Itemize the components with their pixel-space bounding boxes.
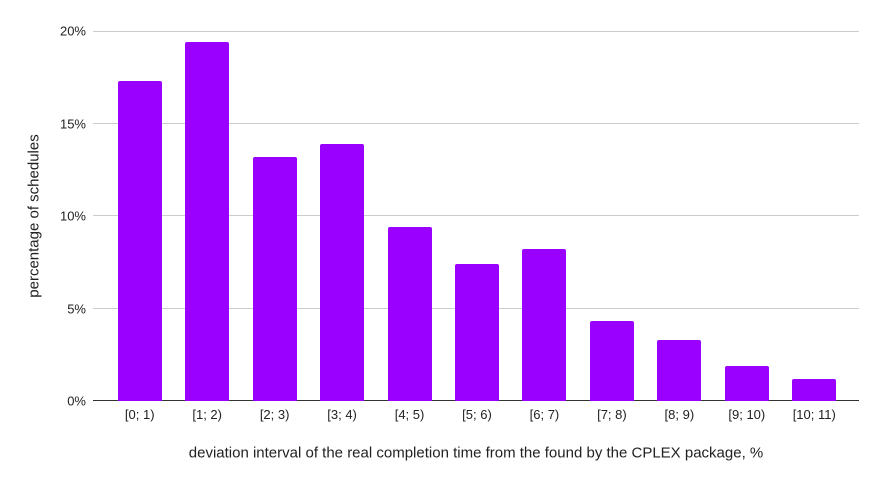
x-axis-title: deviation interval of the real completio… <box>188 444 764 462</box>
x-tick-label: [7; 8) <box>597 407 627 422</box>
x-tick-label: [3; 4) <box>327 407 357 422</box>
x-tick-label: [4; 5) <box>394 407 425 422</box>
bar-[2; 3) <box>252 156 297 401</box>
x-axis-labels: [0; 1) [1; 2) [2; 3) [3; 4) [4; 5) [5; 6) [6; … <box>106 407 848 422</box>
bar-cell <box>173 31 240 401</box>
gridline-15% <box>93 122 859 124</box>
bar-[6; 7) <box>522 249 567 401</box>
bar-cell <box>443 31 510 401</box>
y-tick-label: 20% <box>59 23 86 39</box>
bar-[9; 10) <box>724 365 769 401</box>
bar-cell <box>646 31 713 401</box>
bar-[4; 5) <box>387 227 432 401</box>
bar-cell <box>713 31 780 401</box>
bar-[5; 6) <box>454 264 499 401</box>
gridline-10% <box>93 215 859 216</box>
bar-cell <box>308 31 375 401</box>
y-tick-label: 15% <box>59 116 86 131</box>
bar-cell <box>511 31 578 401</box>
x-tick-label: [5; 6) <box>462 407 492 422</box>
x-tick-label: [10; 11) <box>792 407 836 422</box>
bar-[8; 9) <box>657 339 702 401</box>
x-tick-label: [0; 1) <box>124 407 155 422</box>
bars-container <box>106 31 848 401</box>
x-tick-label: [1; 2) <box>192 407 222 422</box>
y-tick-label: 0% <box>67 393 86 409</box>
x-tick-label: [9; 10) <box>728 407 766 422</box>
x-tick-label: [8; 9) <box>664 407 695 422</box>
bar-[3; 4) <box>320 143 365 401</box>
x-tick-label: [6; 7) <box>529 407 560 422</box>
plot-area <box>93 31 859 401</box>
bar-cell <box>241 31 308 401</box>
gridline-20% <box>93 31 859 32</box>
y-tick-label: 5% <box>67 301 86 316</box>
bar-[0; 1) <box>117 80 162 401</box>
bar-[1; 2) <box>185 42 230 401</box>
bar-cell <box>781 31 848 401</box>
bar-[10; 11) <box>792 378 837 401</box>
x-tick-label: [2; 3) <box>259 407 290 422</box>
bar-cell <box>376 31 443 401</box>
bar-cell <box>578 31 645 401</box>
y-tick-label: 10% <box>59 208 86 224</box>
bar-[7; 8) <box>589 321 634 401</box>
y-axis-ticks: 0% 5% 10% 15% 20% <box>0 25 86 408</box>
bar-cell <box>106 31 173 401</box>
